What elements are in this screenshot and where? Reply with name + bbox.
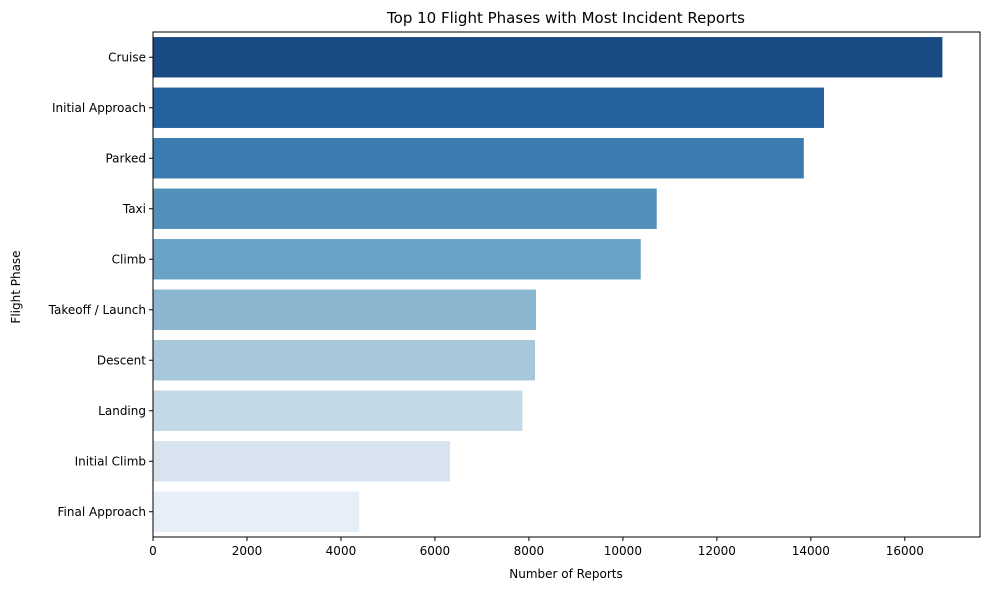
x-tick-label: 8000	[514, 544, 545, 558]
y-tick-label: Initial Approach	[52, 101, 146, 115]
bar-landing	[153, 390, 523, 431]
plot-frame	[152, 31, 981, 538]
y-tick-label: Descent	[97, 353, 146, 367]
bar-parked	[153, 138, 804, 179]
y-tick-label: Taxi	[122, 202, 146, 216]
bar-final-approach	[153, 491, 360, 532]
plot-border	[152, 31, 981, 538]
y-tick-label: Cruise	[108, 50, 146, 64]
bars-group	[153, 37, 943, 532]
bar-taxi	[153, 188, 657, 229]
chart-title: Top 10 Flight Phases with Most Incident …	[386, 9, 745, 27]
bar-initial-climb	[153, 441, 450, 482]
x-axis-ticks: 0 2000 4000 6000 8000 10000 12000 14000 16000	[149, 537, 924, 558]
y-tick-label: Climb	[112, 252, 146, 266]
x-tick-label: 0	[149, 544, 157, 558]
x-tick-label: 2000	[232, 544, 263, 558]
x-tick-label: 10000	[604, 544, 642, 558]
y-tick-label: Landing	[98, 404, 146, 418]
bar-cruise	[153, 37, 943, 78]
bar-descent	[153, 340, 536, 381]
y-axis-label: Flight Phase	[9, 250, 23, 323]
bar-climb	[153, 239, 641, 280]
y-tick-label: Takeoff / Launch	[48, 303, 146, 317]
y-tick-label: Initial Climb	[75, 454, 146, 468]
x-tick-label: 12000	[698, 544, 736, 558]
y-tick-label: Parked	[105, 151, 146, 165]
x-axis-label: Number of Reports	[509, 567, 622, 581]
bar-initial-approach	[153, 87, 824, 128]
bar-takeoff-launch	[153, 289, 536, 330]
x-tick-label: 16000	[886, 544, 924, 558]
x-tick-label: 6000	[420, 544, 451, 558]
x-tick-label: 14000	[792, 544, 830, 558]
x-tick-label: 4000	[326, 544, 357, 558]
y-tick-label: Final Approach	[58, 505, 146, 519]
y-axis-ticks: Cruise Initial Approach Parked Taxi Climb Tak…	[48, 50, 153, 519]
